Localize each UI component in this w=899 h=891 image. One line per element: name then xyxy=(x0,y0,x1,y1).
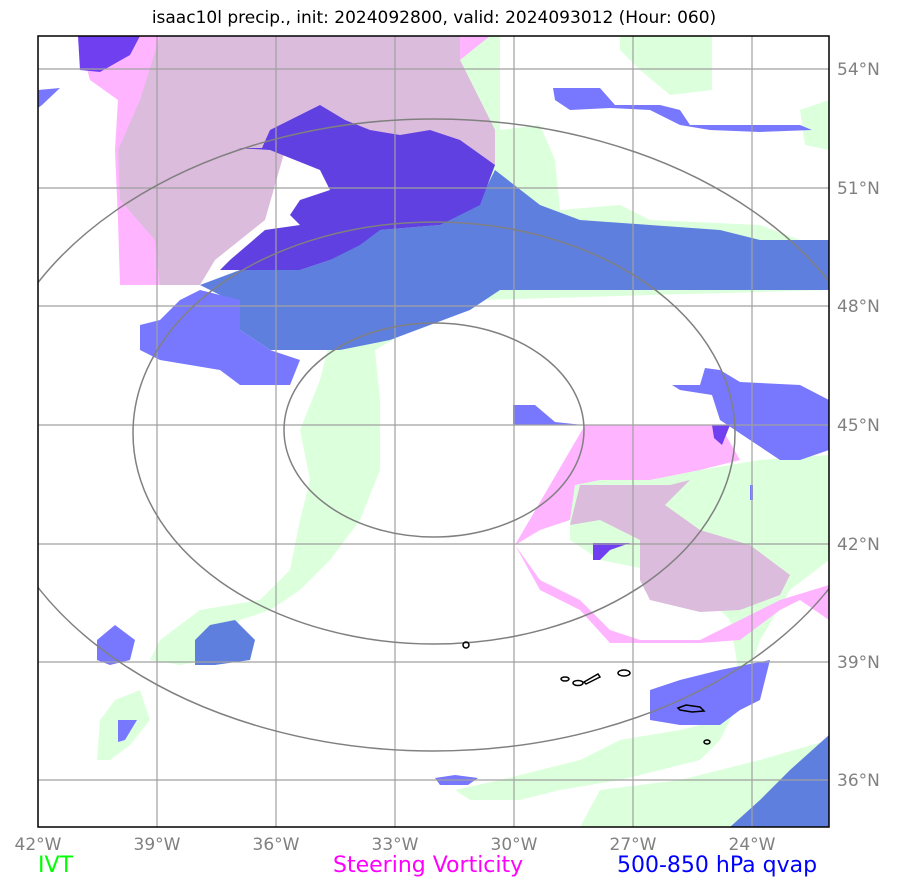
legend-vorticity: Steering Vorticity xyxy=(333,853,524,878)
contour-marks xyxy=(462,641,711,745)
qvap-region-nw xyxy=(78,36,140,72)
range-ring-middle xyxy=(132,221,736,645)
lon-tick-label: 24°W xyxy=(729,835,776,855)
lat-tick-labels: 54°N 51°N 48°N 45°N 42°N 39°N 36°N xyxy=(837,60,880,791)
contour-mark xyxy=(572,679,584,687)
lat-tick-label: 39°N xyxy=(837,653,880,673)
qvap-region-ne xyxy=(553,88,812,132)
overlap-region-north xyxy=(118,36,495,285)
lat-tick-label: 45°N xyxy=(837,416,880,436)
contour-mark xyxy=(676,704,706,713)
qvap-region-center xyxy=(513,405,583,425)
qvap-region-sw xyxy=(195,620,255,665)
lon-tick-label: 36°W xyxy=(253,835,300,855)
lon-tick-label: 27°W xyxy=(610,835,657,855)
contour-mark xyxy=(703,739,711,745)
contour-mark xyxy=(560,676,570,682)
qvap-region-e-core xyxy=(712,425,730,445)
graticule xyxy=(38,36,829,827)
lon-tick-labels: 42°W 39°W 36°W 33°W 30°W 27°W 24°W xyxy=(15,835,776,855)
lat-tick-label: 42°N xyxy=(837,535,880,555)
vorticity-region-south xyxy=(515,425,829,643)
range-ring-outer xyxy=(38,118,829,752)
map-frame xyxy=(37,35,830,828)
qvap-region-se xyxy=(650,660,770,725)
qvap-region-sw2 xyxy=(97,625,135,665)
qvap-region-center-s xyxy=(593,543,630,560)
lon-tick-label: 39°W xyxy=(134,835,181,855)
lat-tick-label: 36°N xyxy=(837,771,880,791)
qvap-region-sw3 xyxy=(118,720,137,742)
ivt-region-ne2 xyxy=(800,100,829,150)
qvap-region-se-blue xyxy=(730,735,829,827)
lat-tick-label: 54°N xyxy=(837,60,880,80)
map-title: isaac10l precip., init: 2024092800, vali… xyxy=(151,8,717,28)
lon-tick-label: 42°W xyxy=(15,835,62,855)
legend-qvap: 500-850 hPa qvap xyxy=(617,853,818,878)
contour-mark xyxy=(582,673,602,685)
qvap-region-e xyxy=(672,368,829,460)
ivt-region-ne xyxy=(620,36,712,95)
contour-mark xyxy=(617,669,631,677)
range-ring-inner xyxy=(283,322,585,538)
overlap-vort-ivt-layer xyxy=(118,36,790,612)
lon-tick-label: 33°W xyxy=(372,835,419,855)
overlap-region-south xyxy=(570,480,790,612)
range-rings xyxy=(38,118,829,752)
contour-mark xyxy=(462,641,470,649)
qvap-band-west xyxy=(140,290,300,385)
ivt-region-north xyxy=(150,36,829,665)
lon-tick-label: 30°W xyxy=(491,835,538,855)
lat-tick-label: 51°N xyxy=(837,179,880,199)
legend-ivt: IVT xyxy=(38,853,73,878)
lat-tick-label: 48°N xyxy=(837,297,880,317)
qvap-region-nw2 xyxy=(38,88,60,108)
